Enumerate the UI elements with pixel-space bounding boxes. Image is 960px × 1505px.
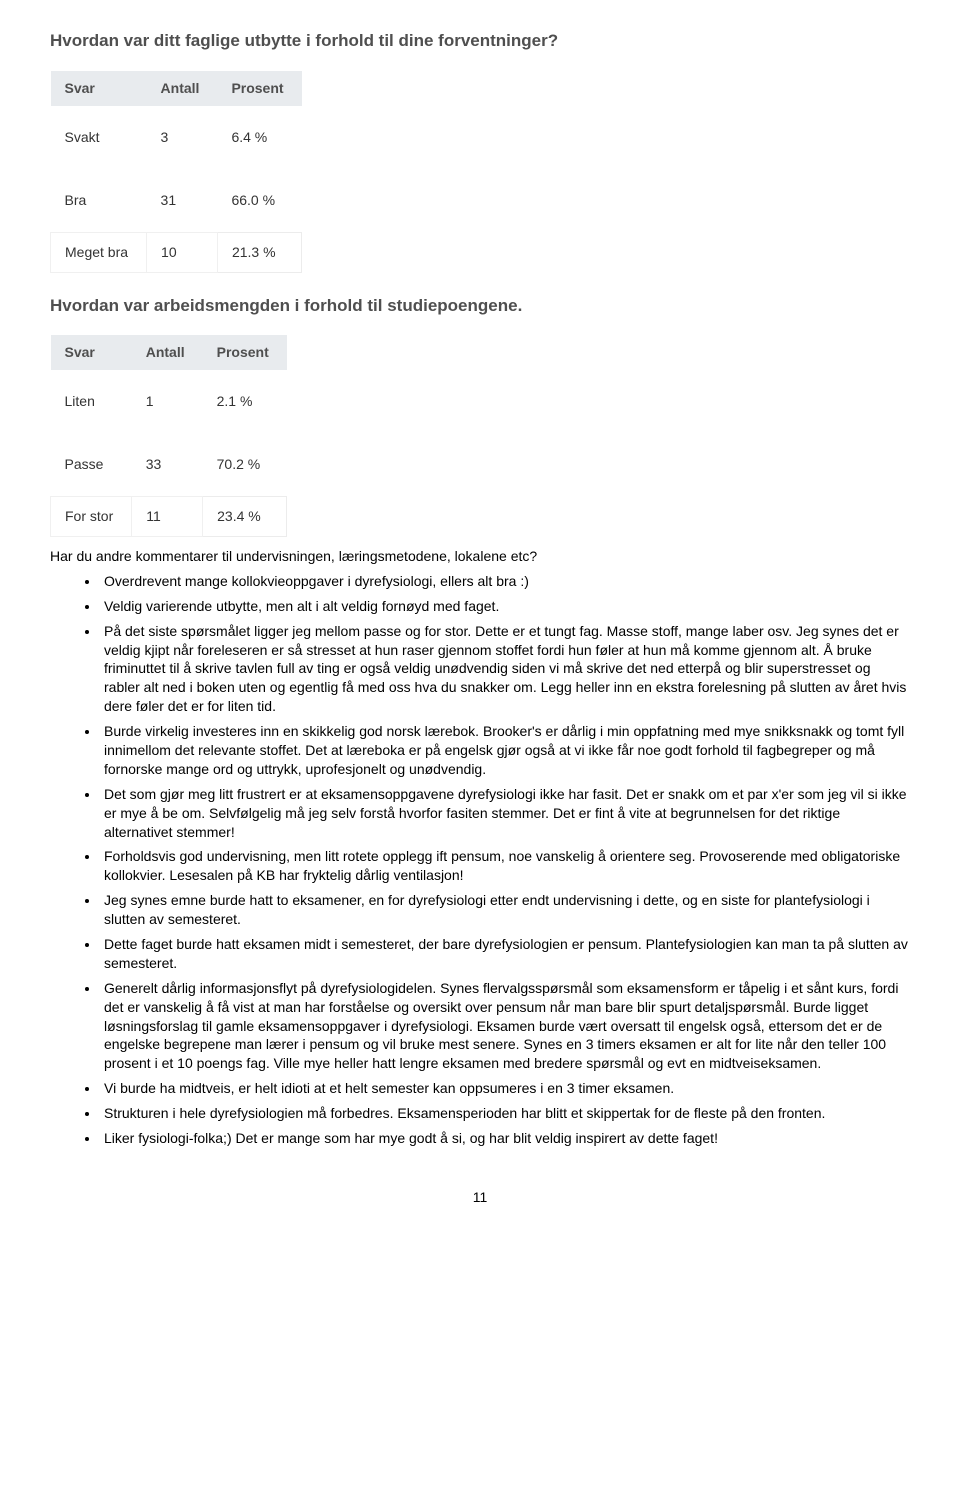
table-row: Bra 31 66.0 % — [51, 169, 302, 232]
list-item: Generelt dårlig informasjonsflyt på dyre… — [100, 979, 910, 1073]
q2-r2-label: For stor — [51, 497, 132, 537]
q2-r1-pct: 70.2 % — [203, 433, 287, 496]
q2-r1-label: Passe — [51, 433, 132, 496]
list-item: Burde virkelig investeres inn en skikkel… — [100, 722, 910, 779]
q1-r2-label: Meget bra — [51, 232, 147, 272]
q1-r1-label: Bra — [51, 169, 147, 232]
list-item: Dette faget burde hatt eksamen midt i se… — [100, 935, 910, 973]
table-row: Svakt 3 6.4 % — [51, 106, 302, 169]
comments-list: Overdrevent mange kollokvieoppgaver i dy… — [50, 572, 910, 1148]
page-number: 11 — [50, 1188, 910, 1207]
table-q1: Svar Antall Prosent Svakt 3 6.4 % Bra 31… — [50, 71, 302, 273]
q2-r0-count: 1 — [132, 370, 203, 433]
list-item: Veldig varierende utbytte, men alt i alt… — [100, 597, 910, 616]
q1-r2-count: 10 — [147, 232, 218, 272]
q1-header-prosent: Prosent — [217, 71, 301, 106]
list-item: Jeg synes emne burde hatt to eksamener, … — [100, 891, 910, 929]
q1-r1-count: 31 — [147, 169, 218, 232]
q2-r2-count: 11 — [132, 497, 203, 537]
table-row: Meget bra 10 21.3 % — [51, 232, 302, 272]
list-item: Overdrevent mange kollokvieoppgaver i dy… — [100, 572, 910, 591]
q1-r0-count: 3 — [147, 106, 218, 169]
q2-r1-count: 33 — [132, 433, 203, 496]
q1-r0-label: Svakt — [51, 106, 147, 169]
list-item: Liker fysiologi-folka;) Det er mange som… — [100, 1129, 910, 1148]
q2-r2-pct: 23.4 % — [203, 497, 287, 537]
list-item: Forholdsvis god undervisning, men litt r… — [100, 847, 910, 885]
q2-r0-label: Liten — [51, 370, 132, 433]
q1-header-antall: Antall — [147, 71, 218, 106]
list-item: På det siste spørsmålet ligger jeg mello… — [100, 622, 910, 716]
list-item: Det som gjør meg litt frustrert er at ek… — [100, 785, 910, 842]
q1-header-svar: Svar — [51, 71, 147, 106]
question-1-title: Hvordan var ditt faglige utbytte i forho… — [50, 30, 910, 53]
q1-r1-pct: 66.0 % — [217, 169, 301, 232]
comments-intro: Har du andre kommentarer til undervisnin… — [50, 547, 910, 566]
q2-r0-pct: 2.1 % — [203, 370, 287, 433]
list-item: Vi burde ha midtveis, er helt idioti at … — [100, 1079, 910, 1098]
q2-header-svar: Svar — [51, 335, 132, 370]
q1-r0-pct: 6.4 % — [217, 106, 301, 169]
table-row: For stor 11 23.4 % — [51, 497, 287, 537]
table-q2: Svar Antall Prosent Liten 1 2.1 % Passe … — [50, 335, 287, 537]
table-row: Liten 1 2.1 % — [51, 370, 287, 433]
q1-r2-pct: 21.3 % — [217, 232, 301, 272]
question-2-title: Hvordan var arbeidsmengden i forhold til… — [50, 295, 910, 318]
q2-header-prosent: Prosent — [203, 335, 287, 370]
list-item: Strukturen i hele dyrefysiologien må for… — [100, 1104, 910, 1123]
table-row: Passe 33 70.2 % — [51, 433, 287, 496]
q2-header-antall: Antall — [132, 335, 203, 370]
